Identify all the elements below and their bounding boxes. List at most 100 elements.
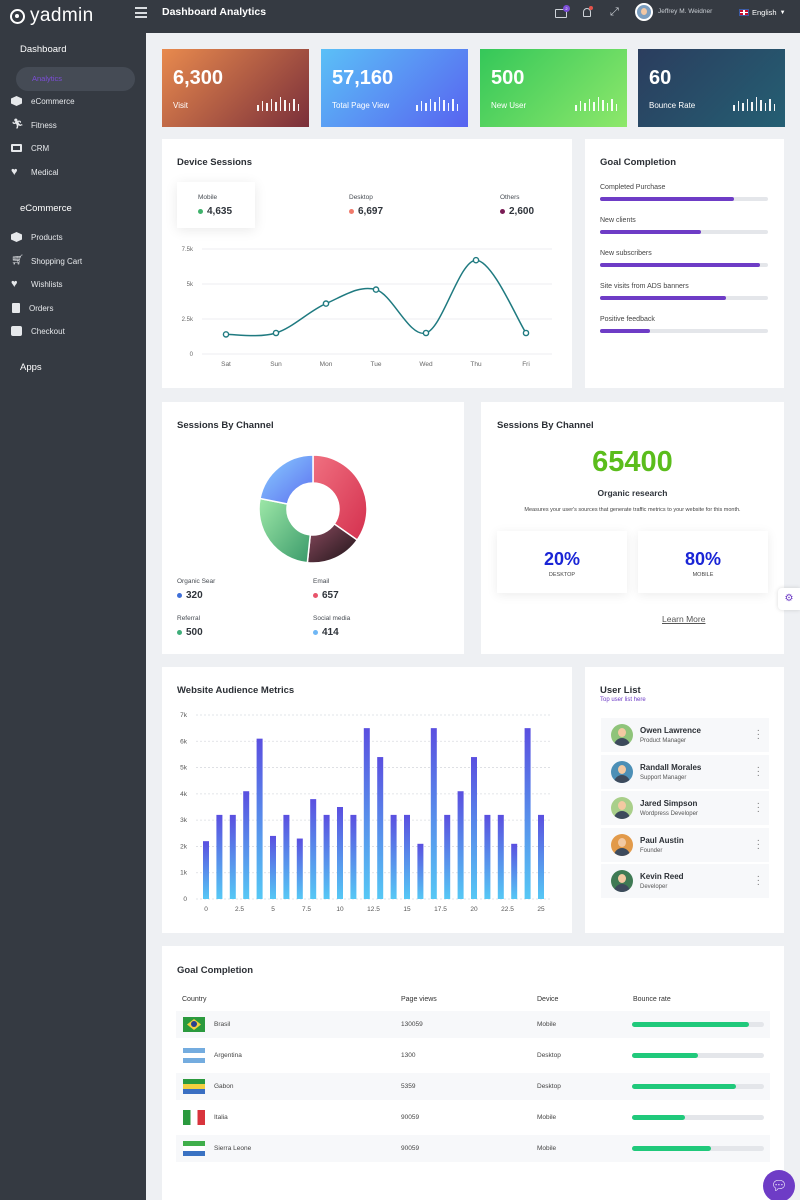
bounce-rate-track bbox=[632, 1053, 764, 1058]
metric-percent: 20% bbox=[543, 549, 581, 569]
clipboard-icon bbox=[12, 303, 20, 313]
legend-name: Organic Sear bbox=[177, 578, 216, 585]
menu-toggle-icon[interactable] bbox=[135, 7, 147, 18]
bar[interactable] bbox=[444, 814, 451, 899]
bar[interactable] bbox=[310, 799, 317, 899]
bar[interactable] bbox=[229, 814, 236, 899]
legend-value: 414 bbox=[322, 627, 339, 638]
more-vertical-icon[interactable]: · · · bbox=[756, 725, 760, 744]
sidebar-item-analytics[interactable]: Analytics bbox=[16, 67, 135, 91]
sidebar-item-medical[interactable]: ♥ Medical bbox=[11, 165, 59, 179]
bar[interactable] bbox=[538, 814, 544, 899]
fullscreen-icon[interactable]: ⤢ bbox=[610, 6, 619, 18]
table-row[interactable]: Italia 90059 Mobile bbox=[176, 1104, 770, 1131]
legend-value-social: 414 bbox=[313, 627, 339, 638]
more-vertical-icon[interactable]: · · · bbox=[756, 834, 760, 854]
language-selector[interactable]: English ▼ bbox=[739, 8, 786, 17]
bar[interactable] bbox=[484, 814, 491, 899]
sidebar-item-orders[interactable]: Orders bbox=[11, 301, 53, 315]
bar[interactable] bbox=[323, 814, 330, 899]
user-list-item[interactable]: Paul Austin Founder · · · bbox=[601, 827, 769, 862]
bar[interactable] bbox=[296, 838, 303, 899]
user-avatar[interactable] bbox=[635, 3, 653, 21]
x-tick-label: 10 bbox=[336, 906, 344, 913]
data-point[interactable] bbox=[222, 331, 230, 338]
bounce-rate-track bbox=[632, 1115, 764, 1120]
bar[interactable] bbox=[404, 814, 410, 899]
app-logo[interactable]: yadmin bbox=[10, 5, 94, 27]
goal-progress-fill bbox=[600, 263, 760, 267]
device-sessions-card: Device Sessions Mobile 4,635 Desktop 6,6… bbox=[162, 139, 572, 388]
bar[interactable] bbox=[363, 728, 370, 899]
more-vertical-icon[interactable]: · · · bbox=[756, 761, 760, 781]
bar[interactable] bbox=[524, 728, 531, 899]
bar[interactable] bbox=[417, 843, 424, 899]
bell-icon[interactable] bbox=[583, 6, 593, 17]
bar[interactable] bbox=[256, 738, 263, 899]
bar[interactable] bbox=[203, 841, 209, 899]
bar[interactable] bbox=[457, 791, 464, 899]
user-list-item[interactable]: Randall Morales Support Manager · · · bbox=[601, 754, 769, 789]
more-vertical-icon[interactable]: · · · bbox=[756, 871, 760, 890]
data-point[interactable] bbox=[372, 286, 380, 293]
user-name: Kevin Reed bbox=[640, 872, 684, 881]
sidebar-item-wishlists[interactable]: ♥ Wishlists bbox=[11, 277, 63, 291]
more-vertical-icon[interactable]: · · · bbox=[756, 798, 760, 817]
stat-card-new-user: 500 New User bbox=[480, 49, 627, 127]
data-point[interactable] bbox=[422, 329, 430, 337]
user-avatar bbox=[611, 760, 633, 783]
bar[interactable] bbox=[243, 791, 250, 899]
bar[interactable] bbox=[377, 757, 384, 899]
pie-slice[interactable] bbox=[259, 454, 314, 505]
bar[interactable] bbox=[350, 814, 357, 899]
user-name[interactable]: Jeffrey M. Weidner bbox=[658, 8, 713, 15]
bar[interactable] bbox=[430, 728, 437, 899]
sidebar-item-checkout[interactable]: Checkout bbox=[11, 324, 65, 338]
learn-more-link[interactable]: Learn More bbox=[662, 614, 706, 624]
stat-card-bounce-rate: 60 Bounce Rate bbox=[638, 49, 785, 127]
table-row[interactable]: Argentina 1300 Desktop bbox=[176, 1042, 770, 1069]
bar[interactable] bbox=[390, 814, 397, 899]
bar[interactable] bbox=[471, 757, 477, 899]
bar[interactable] bbox=[497, 814, 504, 899]
legend-value: 6,697 bbox=[358, 206, 384, 217]
bar[interactable] bbox=[337, 807, 343, 899]
table-row[interactable]: Gabon 5359 Desktop bbox=[176, 1073, 770, 1100]
mail-icon[interactable]: 2 bbox=[555, 5, 570, 18]
table-row[interactable]: Sierra Leone 90059 Mobile bbox=[176, 1135, 770, 1162]
pie-slice[interactable] bbox=[258, 497, 312, 564]
x-tick-label: 7.5 bbox=[302, 906, 311, 913]
data-point[interactable] bbox=[322, 300, 330, 307]
data-point[interactable] bbox=[522, 329, 530, 337]
sidebar-item-products[interactable]: Products bbox=[11, 230, 63, 244]
sidebar-item-fitness[interactable]: 🏃︎ Fitness bbox=[11, 118, 57, 132]
stat-card-visit: 6,300 Visit bbox=[162, 49, 309, 127]
sidebar-section-ecommerce[interactable]: eCommerce bbox=[20, 203, 72, 214]
sidebar-item-ecommerce[interactable]: eCommerce bbox=[11, 94, 75, 108]
settings-gear-icon[interactable]: ⚙ bbox=[778, 588, 800, 610]
user-list-item[interactable]: Kevin Reed Developer · · · bbox=[601, 864, 769, 898]
pie-slice[interactable] bbox=[312, 454, 368, 542]
bar[interactable] bbox=[216, 814, 223, 899]
sidebar-section-dashboard[interactable]: Dashboard bbox=[20, 44, 67, 55]
cube-icon bbox=[11, 232, 22, 242]
user-list-item[interactable]: Owen Lawrence Product Manager · · · bbox=[601, 718, 769, 752]
y-tick-label: 6k bbox=[180, 738, 188, 745]
user-list-item[interactable]: Jared Simpson Wordpress Developer · · · bbox=[601, 791, 769, 825]
y-tick-label: 3k bbox=[180, 817, 188, 824]
bar[interactable] bbox=[283, 814, 290, 899]
sidebar-item-shopping-cart[interactable]: 🛒︎ Shopping Cart bbox=[11, 254, 82, 268]
x-tick-label: 25 bbox=[537, 906, 545, 913]
heart-icon: ♥ bbox=[11, 278, 18, 290]
user-name: Paul Austin bbox=[640, 835, 684, 845]
bar[interactable] bbox=[270, 835, 276, 899]
sidebar-item-crm[interactable]: CRM bbox=[11, 141, 49, 155]
bar[interactable] bbox=[511, 843, 518, 899]
table-row[interactable]: Brasil 130059 Mobile bbox=[176, 1011, 770, 1038]
data-point[interactable] bbox=[472, 256, 480, 264]
legend-value: 2,600 bbox=[509, 206, 535, 217]
sidebar-section-apps[interactable]: Apps bbox=[20, 362, 42, 373]
card-title: Device Sessions bbox=[177, 157, 252, 168]
data-point[interactable] bbox=[272, 329, 280, 337]
chat-icon[interactable]: 💬︎ bbox=[763, 1170, 795, 1200]
